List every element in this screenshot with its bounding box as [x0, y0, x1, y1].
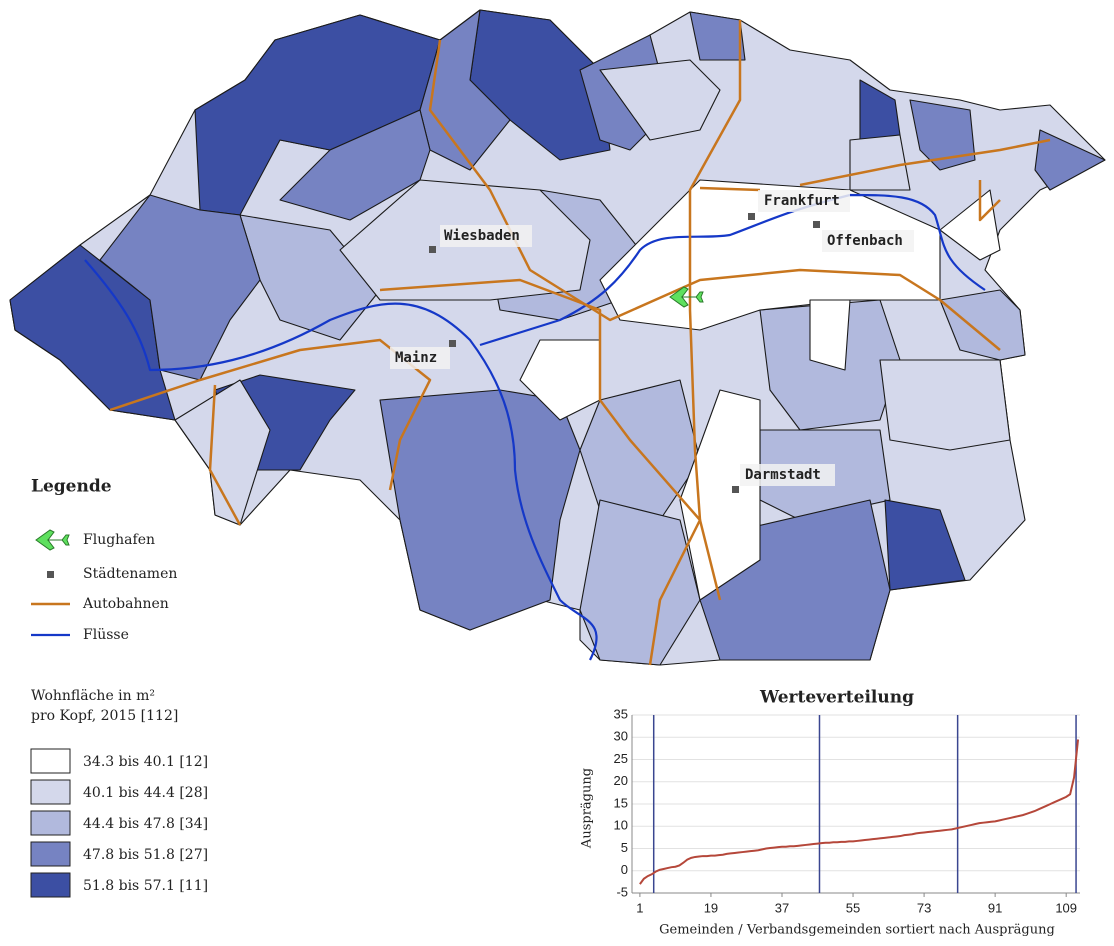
- highway: [648, 20, 742, 666]
- region: [679, 389, 761, 601]
- region: [884, 499, 966, 591]
- city-symbol: [47, 571, 54, 578]
- x-axis-label: Gemeinden / Verbandsgemeinden sortiert n…: [659, 923, 1055, 938]
- label-bg: [390, 347, 450, 369]
- city-label: Wiesbaden: [444, 228, 520, 244]
- map: Wiesbaden Frankfurt Offenbach Mainz Darm…: [9, 9, 1106, 666]
- city-marker: [429, 246, 436, 253]
- x-tick-label: 1: [636, 900, 643, 915]
- legend-label: Städtenamen: [83, 566, 177, 582]
- highway: [379, 278, 722, 601]
- x-tick-label: 55: [846, 900, 860, 915]
- label-bg: [822, 230, 914, 252]
- label-bg: [758, 190, 850, 212]
- class-swatch: [30, 810, 71, 836]
- class-swatch: [30, 779, 71, 805]
- y-tick-label: 35: [614, 706, 628, 721]
- region: [939, 289, 1026, 361]
- class-legend: 34.3 bis 40.1 [12] 40.1 bis 44.4 [28] 44.4…: [30, 748, 208, 898]
- legend-label: Flüsse: [83, 627, 129, 643]
- class-label: 34.3 bis 40.1 [12]: [83, 754, 208, 770]
- y-tick-label: 0: [621, 862, 628, 877]
- legend: Legende Flughafen Städtenamen Autobahnen…: [30, 477, 208, 898]
- highway: [428, 39, 1001, 351]
- city-labels: Wiesbaden Frankfurt Offenbach Mainz Darm…: [390, 190, 914, 493]
- class-label: 44.4 bis 47.8 [34]: [83, 816, 208, 832]
- region: [1034, 129, 1106, 191]
- variable-label: pro Kopf, 2015 [112]: [31, 708, 178, 724]
- region: [939, 189, 1001, 261]
- city-label: Offenbach: [827, 233, 903, 249]
- x-tick-label: 91: [988, 900, 1002, 915]
- legend-label: Flughafen: [83, 532, 155, 548]
- y-tick-label: 5: [621, 840, 628, 855]
- distribution-line: [639, 739, 1080, 885]
- class-label: 40.1 bis 44.4 [28]: [83, 785, 208, 801]
- legend-label: Autobahnen: [82, 596, 169, 612]
- city-label: Darmstadt: [745, 467, 821, 483]
- label-bg: [440, 225, 532, 247]
- region: [519, 339, 601, 421]
- variable-label: Wohnfläche in m²: [31, 688, 155, 704]
- airport-symbol: [35, 529, 70, 551]
- chart: Werteverteilung Ausprägung Gemeinden / V…: [580, 688, 1080, 938]
- y-tick-label: 30: [614, 729, 628, 744]
- region: [579, 499, 701, 666]
- city-label: Frankfurt: [764, 193, 840, 209]
- x-tick-label: 19: [704, 900, 718, 915]
- y-tick-label: 25: [614, 751, 628, 766]
- chart-title: Werteverteilung: [759, 688, 914, 708]
- x-tick-label: 109: [1055, 900, 1077, 915]
- class-swatch: [30, 872, 71, 898]
- x-tick-label: 37: [775, 900, 789, 915]
- y-tick-label: 20: [614, 773, 628, 788]
- region: [599, 59, 721, 141]
- city-marker: [748, 213, 755, 220]
- y-tick-label: 15: [614, 795, 628, 810]
- city-marker: [449, 340, 456, 347]
- x-tick-label: 73: [917, 900, 931, 915]
- region: [809, 299, 851, 371]
- region: [689, 11, 746, 61]
- region: [909, 99, 976, 171]
- region: [879, 359, 1011, 451]
- region: [99, 194, 261, 381]
- airport: [669, 286, 704, 308]
- highway: [208, 138, 1051, 526]
- river: [84, 259, 598, 661]
- y-axis-label: Ausprägung: [580, 768, 595, 849]
- class-swatch: [30, 748, 71, 774]
- y-tick-label: 10: [614, 818, 628, 833]
- class-label: 51.8 bis 57.1 [11]: [83, 878, 208, 894]
- region: [379, 389, 581, 631]
- city-marker: [732, 486, 739, 493]
- class-label: 47.8 bis 51.8 [27]: [83, 847, 208, 863]
- region: [849, 134, 911, 191]
- y-tick-label: -5: [616, 884, 628, 899]
- city-marker: [813, 221, 820, 228]
- label-bg: [740, 464, 835, 486]
- region: [174, 379, 271, 526]
- city-label: Mainz: [395, 350, 437, 366]
- class-swatch: [30, 841, 71, 867]
- highway: [109, 338, 432, 491]
- river: [479, 193, 986, 347]
- legend-title: Legende: [31, 477, 112, 497]
